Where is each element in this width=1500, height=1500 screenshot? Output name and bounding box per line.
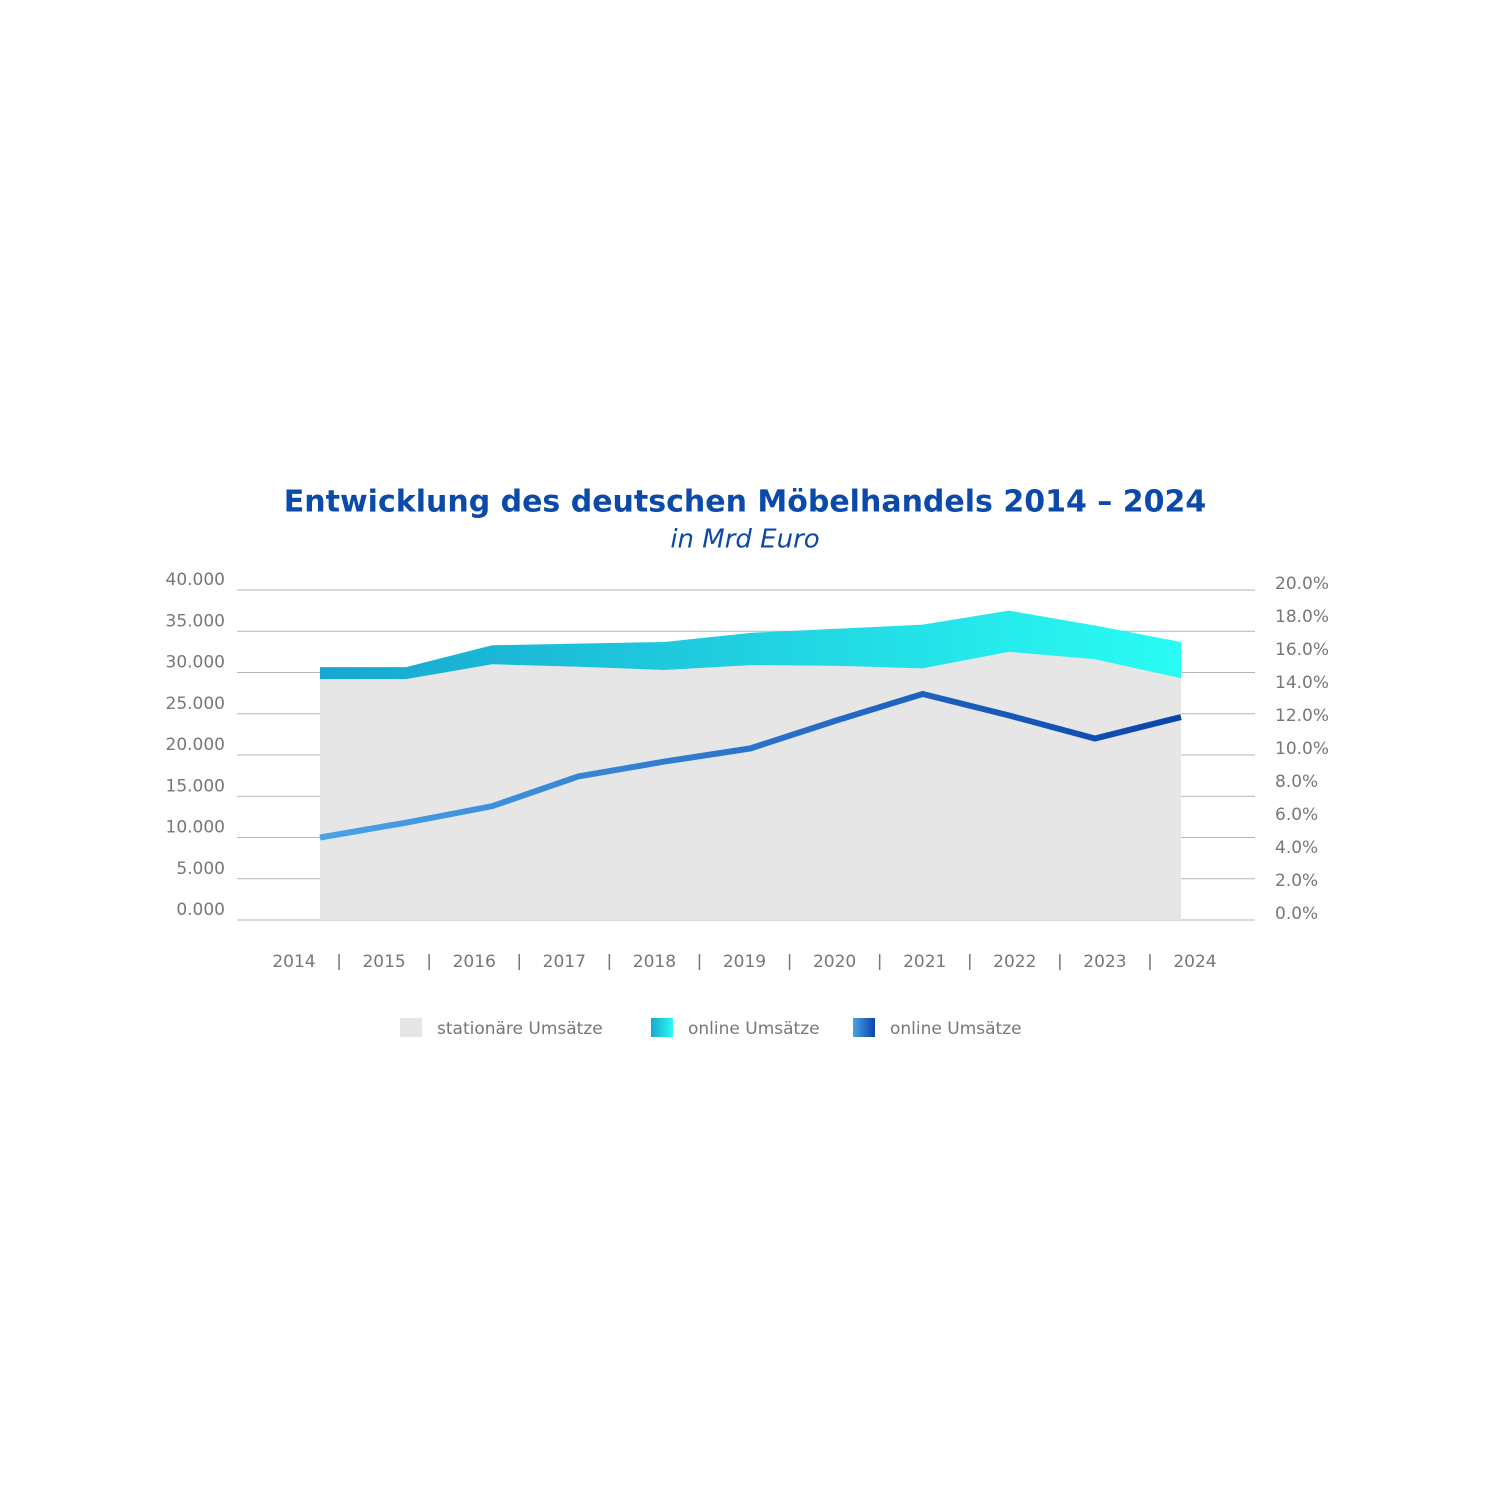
x-tick-label: 2024 [1173, 952, 1216, 972]
y2-tick-label: 10.0% [1275, 739, 1329, 759]
y-tick-label: 5.000 [176, 859, 225, 879]
x-tick-label: 2020 [813, 952, 856, 972]
legend-label: stationäre Umsätze [437, 1019, 603, 1039]
y2-tick-label: 20.0% [1275, 574, 1329, 594]
y2-tick-label: 2.0% [1275, 871, 1318, 891]
y2-tick-label: 12.0% [1275, 706, 1329, 726]
y-tick-label: 15.000 [166, 776, 225, 796]
x-tick-label: 2018 [633, 952, 676, 972]
legend-swatch [400, 1018, 422, 1037]
legend-swatch [853, 1018, 875, 1037]
chart-subtitle: in Mrd Euro [670, 525, 819, 555]
y2-tick-label: 16.0% [1275, 640, 1329, 660]
y-tick-label: 20.000 [166, 735, 225, 755]
x-tick-label: 2021 [903, 952, 946, 972]
x-tick-label: 2022 [993, 952, 1036, 972]
y2-tick-label: 6.0% [1275, 805, 1318, 825]
y2-tick-label: 14.0% [1275, 673, 1329, 693]
chart-title: Entwicklung des deutschen Möbelhandels 2… [284, 485, 1206, 520]
line [319, 690, 1182, 841]
x-tick-label: 2015 [362, 952, 405, 972]
y-tick-label: 40.000 [166, 570, 225, 590]
y2-tick-label: 0.0% [1275, 904, 1318, 924]
area [320, 610, 1181, 680]
y-tick-label: 25.000 [166, 694, 225, 714]
y2-tick-label: 4.0% [1275, 838, 1318, 858]
legend-label: online Umsätze [890, 1019, 1022, 1039]
x-tick-label: 2023 [1083, 952, 1126, 972]
y-tick-label: 0.000 [176, 900, 225, 920]
x-tick-label: 2019 [723, 952, 766, 972]
legend-swatch [651, 1018, 673, 1037]
y-tick-label: 35.000 [166, 611, 225, 631]
y2-tick-label: 18.0% [1275, 607, 1329, 627]
x-tick-label: 2016 [453, 952, 496, 972]
x-tick-label: 2017 [543, 952, 586, 972]
area [320, 651, 1181, 920]
x-tick-label: 2014 [272, 952, 315, 972]
y-tick-label: 10.000 [166, 818, 225, 838]
y-tick-label: 30.000 [166, 653, 225, 673]
y2-tick-label: 8.0% [1275, 772, 1318, 792]
legend-label: online Umsätze [688, 1019, 820, 1039]
